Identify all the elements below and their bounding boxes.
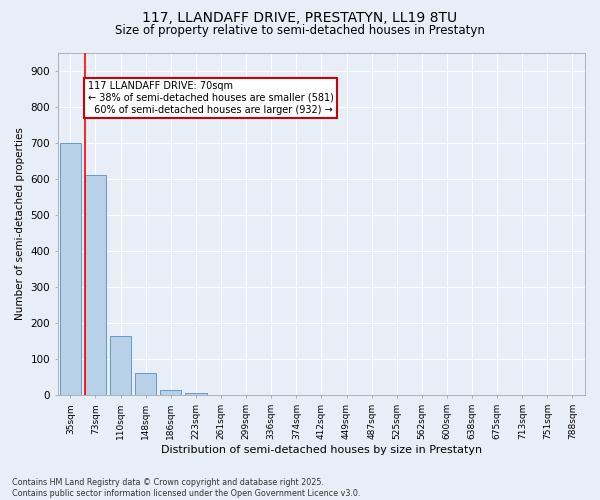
Bar bbox=[85, 175, 106, 396]
Text: Contains HM Land Registry data © Crown copyright and database right 2025.
Contai: Contains HM Land Registry data © Crown c… bbox=[12, 478, 361, 498]
Text: 117 LLANDAFF DRIVE: 70sqm
← 38% of semi-detached houses are smaller (581)
  60% : 117 LLANDAFF DRIVE: 70sqm ← 38% of semi-… bbox=[88, 82, 334, 114]
Bar bbox=[110, 336, 131, 396]
Bar bbox=[185, 392, 206, 396]
Bar bbox=[211, 394, 232, 396]
Bar bbox=[160, 390, 181, 396]
Text: 117, LLANDAFF DRIVE, PRESTATYN, LL19 8TU: 117, LLANDAFF DRIVE, PRESTATYN, LL19 8TU bbox=[142, 11, 458, 25]
Bar bbox=[135, 373, 157, 396]
X-axis label: Distribution of semi-detached houses by size in Prestatyn: Distribution of semi-detached houses by … bbox=[161, 445, 482, 455]
Text: Size of property relative to semi-detached houses in Prestatyn: Size of property relative to semi-detach… bbox=[115, 24, 485, 37]
Y-axis label: Number of semi-detached properties: Number of semi-detached properties bbox=[15, 128, 25, 320]
Bar bbox=[60, 142, 81, 396]
